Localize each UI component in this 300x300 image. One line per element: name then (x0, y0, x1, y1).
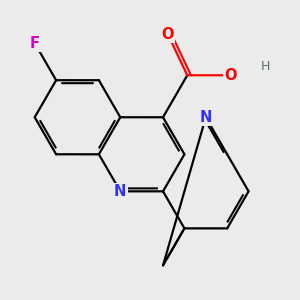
Text: F: F (30, 36, 40, 51)
Text: H: H (261, 60, 270, 73)
Text: O: O (162, 27, 174, 42)
Text: O: O (224, 68, 236, 83)
Text: N: N (114, 184, 127, 199)
Text: N: N (200, 110, 212, 125)
